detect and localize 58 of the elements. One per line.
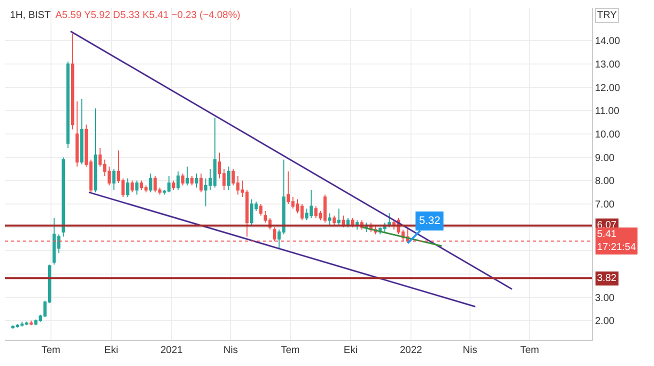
candlestick [80, 98, 84, 165]
candlestick [140, 180, 144, 190]
x-tick-label: Tem [280, 345, 300, 356]
text: TRY [597, 10, 618, 21]
candlestick [94, 108, 98, 193]
candlestick [190, 175, 194, 186]
y-tick-label: 12.00 [595, 82, 620, 94]
candlestick [16, 324, 20, 328]
annotation: 5.32 [419, 215, 440, 227]
candlestick [199, 173, 203, 193]
x-tick-label: 2022 [400, 345, 423, 356]
candlestick [181, 173, 184, 186]
chart-title: 1H, BIST [10, 10, 50, 21]
candlestick [186, 166, 189, 186]
candlestick [70, 33, 74, 130]
y-tick-label: 3.00 [595, 292, 615, 304]
candlestick [328, 212, 332, 226]
candlestick [323, 194, 327, 224]
x-tick-label: Tem [520, 345, 540, 356]
candlestick [167, 175, 171, 193]
candlestick [130, 180, 134, 193]
candlestick [144, 184, 148, 193]
candlestick [76, 100, 79, 168]
candlestick [227, 166, 230, 190]
chart-subtitle: A5.59 Y5.92 D5.33 K5.41 −0.23 (−4.08%) [55, 10, 240, 21]
y-tick-label: 13.00 [595, 59, 620, 70]
x-tick-label: 2021 [160, 345, 184, 356]
ref-line-label: 5.41 17:21:54 [597, 229, 636, 253]
y-tick-label: 8.00 [595, 176, 615, 188]
y-tick-label: 2.00 [595, 316, 615, 328]
x-tick-label: Eki [104, 345, 118, 356]
candlestick [148, 173, 152, 193]
candlestick [126, 178, 130, 198]
candlestick [332, 215, 336, 226]
candlestick [176, 170, 180, 190]
y-tick-label: 14.00 [595, 36, 620, 48]
candlestick [112, 168, 116, 190]
candlestick [66, 61, 70, 148]
x-tick-label: Nis [223, 345, 238, 356]
candlestick [314, 206, 318, 218]
candlestick [337, 208, 340, 226]
candlestick [135, 180, 138, 196]
ref-line-label: 3.82 [597, 273, 617, 284]
candlestick [388, 212, 391, 228]
candlestick [300, 203, 304, 221]
candlestick [62, 156, 65, 238]
y-tick-label: 10.00 [595, 129, 620, 140]
x-tick-label: Nis [462, 345, 478, 356]
candlestick [356, 220, 359, 230]
candlestick [259, 203, 262, 216]
y-tick-label: 7.00 [595, 199, 615, 210]
y-tick-label: 11.00 [595, 106, 620, 118]
y-tick-label: 9.00 [595, 152, 615, 164]
x-tick-label: Tem [41, 345, 60, 356]
x-tick-label: Eki [344, 345, 358, 356]
candlestick [194, 173, 198, 188]
candlestick [30, 320, 33, 326]
candlestick [172, 180, 176, 190]
